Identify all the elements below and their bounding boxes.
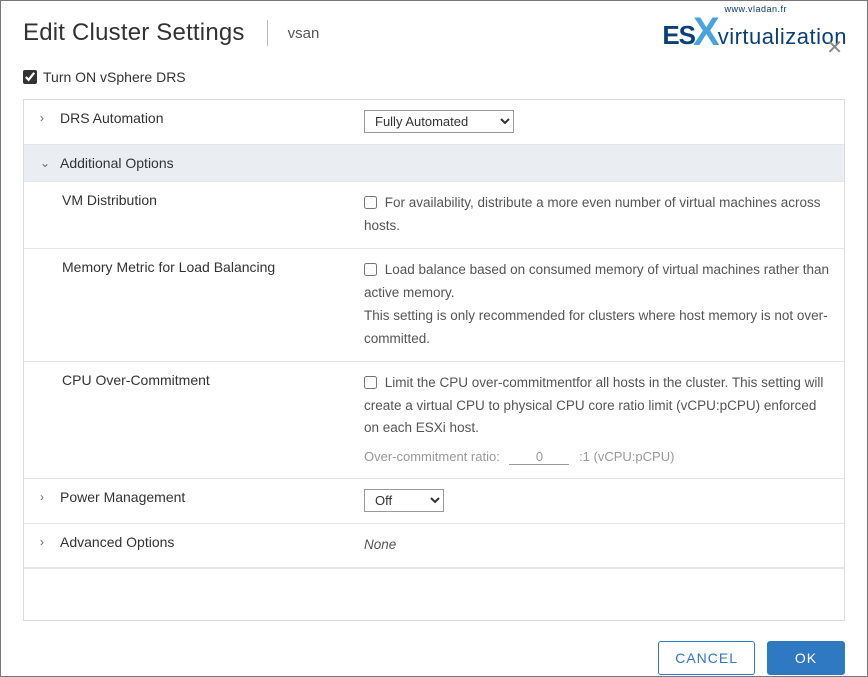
settings-panel: › DRS Automation Fully Automated ⌄ Addit… [23, 99, 845, 621]
drs-automation-row[interactable]: › DRS Automation Fully Automated [24, 100, 844, 145]
memory-metric-text: Load balance based on consumed memory of… [364, 262, 829, 300]
ok-button[interactable]: OK [767, 641, 845, 675]
drs-automation-select[interactable]: Fully Automated [364, 110, 514, 133]
cpu-overcommit-label: CPU Over-Commitment [24, 362, 364, 398]
turn-on-drs-checkbox[interactable] [23, 70, 37, 84]
cpu-overcommit-row: CPU Over-Commitment Limit the CPU over-c… [24, 362, 844, 480]
drs-automation-label: DRS Automation [60, 110, 164, 126]
cpu-overcommit-text: Limit the CPU over-commitmentfor all hos… [364, 375, 823, 436]
power-management-label: Power Management [60, 489, 185, 505]
watermark-logo: www.vladan.fr ES X virtualization [662, 5, 847, 48]
chevron-right-icon: › [40, 111, 52, 125]
vm-distribution-label: VM Distribution [24, 182, 364, 218]
vm-distribution-text: For availability, distribute a more even… [364, 195, 820, 233]
chevron-down-icon: ⌄ [40, 156, 52, 170]
advanced-options-value: None [364, 537, 396, 552]
cpu-overcommit-checkbox[interactable] [364, 376, 377, 389]
chevron-right-icon: › [40, 490, 52, 504]
turn-on-drs-toggle[interactable]: Turn ON vSphere DRS [23, 69, 845, 85]
chevron-right-icon: › [40, 535, 52, 549]
modal-header: Edit Cluster Settings vsan www.vladan.fr… [23, 1, 845, 69]
edit-cluster-settings-modal: Edit Cluster Settings vsan www.vladan.fr… [1, 1, 867, 676]
overcommit-ratio-row: Over-commitment ratio: :1 (vCPU:pCPU) [364, 446, 830, 468]
cluster-name: vsan [288, 25, 320, 42]
panel-spacer [24, 568, 844, 620]
header-divider [267, 20, 268, 46]
modal-title: Edit Cluster Settings [23, 19, 245, 47]
memory-metric-row: Memory Metric for Load Balancing Load ba… [24, 249, 844, 362]
vm-distribution-checkbox[interactable] [364, 196, 377, 209]
memory-metric-note: This setting is only recommended for clu… [364, 305, 830, 351]
advanced-options-label: Advanced Options [60, 534, 174, 550]
memory-metric-checkbox[interactable] [364, 263, 377, 276]
turn-on-drs-label: Turn ON vSphere DRS [43, 69, 186, 85]
overcommit-ratio-input[interactable] [509, 449, 569, 465]
vm-distribution-row: VM Distribution For availability, distri… [24, 182, 844, 249]
memory-metric-label: Memory Metric for Load Balancing [24, 249, 364, 285]
power-management-select[interactable]: Off [364, 489, 444, 512]
close-icon[interactable]: ✕ [826, 35, 843, 60]
advanced-options-row[interactable]: › Advanced Options None [24, 524, 844, 568]
cancel-button[interactable]: CANCEL [658, 641, 755, 675]
additional-options-header[interactable]: ⌄ Additional Options [24, 145, 844, 182]
modal-footer: CANCEL OK [23, 621, 845, 675]
additional-options-label: Additional Options [60, 155, 174, 171]
power-management-row[interactable]: › Power Management Off [24, 479, 844, 524]
